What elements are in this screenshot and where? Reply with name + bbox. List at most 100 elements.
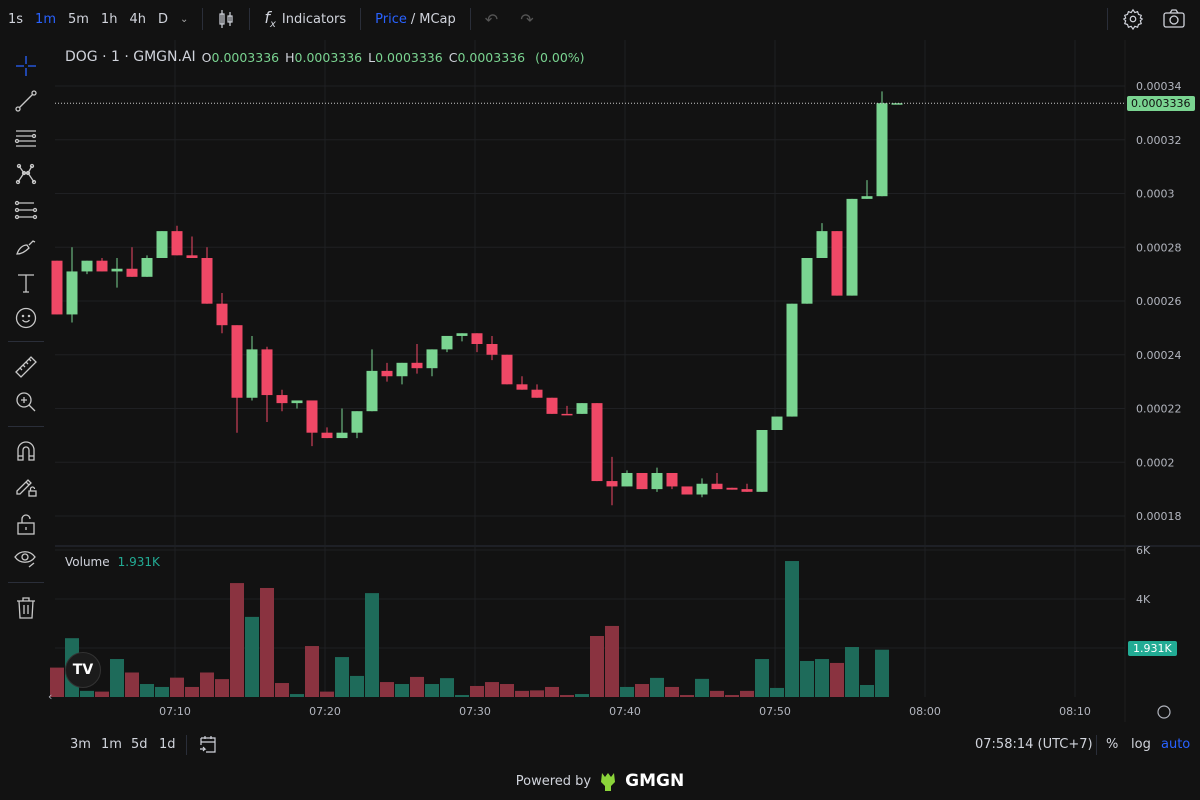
eye-icon <box>14 551 36 568</box>
volume-bar <box>710 690 724 697</box>
timeframe-1m[interactable]: 1m <box>35 11 56 27</box>
trend-line-tool[interactable] <box>12 87 40 115</box>
hide-tool[interactable] <box>12 544 40 572</box>
text-icon <box>18 274 34 293</box>
axis-settings-icon[interactable] <box>1157 705 1171 719</box>
undo-button[interactable]: ↶ <box>479 10 504 29</box>
volume-bar <box>125 672 139 697</box>
lock-tool[interactable] <box>12 510 40 538</box>
volume-bar <box>305 646 319 697</box>
volume-bar <box>695 678 709 697</box>
screenshot-button[interactable] <box>1156 8 1192 30</box>
mcap-option[interactable]: MCap <box>419 11 456 27</box>
magnet-tool[interactable] <box>12 437 40 465</box>
range-5d[interactable]: 5d <box>131 737 148 752</box>
time-tick-label: 08:00 <box>909 705 941 718</box>
emoji-tool[interactable] <box>12 304 40 332</box>
price-tick-label: 0.0003 <box>1136 188 1175 201</box>
text-tool[interactable] <box>12 269 40 297</box>
volume-bar <box>830 662 844 697</box>
chevron-down-icon[interactable]: ⌄ <box>179 13 189 25</box>
close-value: C0.0003336 <box>448 50 526 65</box>
auto-toggle[interactable]: auto <box>1161 737 1191 752</box>
volume-bar <box>200 672 214 697</box>
volume-bar <box>290 694 304 697</box>
price-tick-label: 0.00018 <box>1136 510 1182 523</box>
brush-tool[interactable] <box>12 232 40 260</box>
ruler-tool[interactable] <box>12 353 40 381</box>
horizontal-lines-tool[interactable] <box>12 124 40 152</box>
candle-type-button[interactable] <box>211 9 241 29</box>
candle-body <box>726 487 738 490</box>
axes: 0.00034 0.00032 0.0003 0.00028 0.00026 0.0002… <box>48 80 1182 719</box>
candle-body <box>351 411 363 433</box>
gmgn-brand[interactable]: GMGN <box>625 771 685 791</box>
timeframe-1s[interactable]: 1s <box>8 11 24 27</box>
go-to-date-button[interactable] <box>198 734 218 758</box>
volume-bar <box>425 684 439 697</box>
range-1m[interactable]: 1m <box>101 737 122 752</box>
candle-body <box>306 400 318 433</box>
crosshair-tool[interactable] <box>12 52 40 80</box>
timeframe-5m[interactable]: 5m <box>67 11 89 27</box>
volume-bar <box>680 695 694 697</box>
price-option[interactable]: Price <box>375 11 407 27</box>
calendar-icon <box>200 736 216 753</box>
range-3m[interactable]: 3m <box>70 737 91 752</box>
log-toggle[interactable]: log <box>1131 737 1151 752</box>
price-mcap-toggle[interactable]: Price / MCap <box>369 12 462 27</box>
clock[interactable]: 07:58:14 (UTC+7) <box>975 737 1093 752</box>
tradingview-logo[interactable]: TV <box>65 652 101 688</box>
price-tick-label: 0.00028 <box>1136 241 1182 254</box>
candle-body <box>606 481 618 487</box>
price-tick-label: 0.00034 <box>1136 80 1182 93</box>
lock-drawings-tool[interactable] <box>12 472 40 500</box>
settings-button[interactable] <box>1116 8 1150 30</box>
price-tick-label: 0.00026 <box>1136 295 1182 308</box>
divider <box>8 582 44 583</box>
candle-body <box>741 489 753 492</box>
divider <box>202 8 204 30</box>
timeframe-1h[interactable]: 1h <box>100 11 118 27</box>
time-tick-label: 07:30 <box>459 705 491 718</box>
volume-bar <box>260 587 274 697</box>
volume-bar <box>80 690 94 697</box>
volume-bar <box>95 691 109 697</box>
price-tick-label: 0.0002 <box>1136 456 1175 469</box>
volume-bar <box>470 685 484 697</box>
volume-bar <box>515 690 529 697</box>
volume-bar <box>860 684 874 697</box>
candlestick-icon <box>219 10 233 28</box>
timeframe-4h[interactable]: 4h <box>129 11 146 27</box>
candle-body <box>516 384 528 390</box>
candle-body <box>891 103 903 105</box>
delete-tool[interactable] <box>12 594 40 622</box>
fib-tool[interactable] <box>12 196 40 224</box>
volume-bar <box>800 660 814 697</box>
zoom-in-tool[interactable] <box>12 388 40 416</box>
volume-bar <box>275 683 289 697</box>
volume-bar <box>320 691 334 697</box>
candle-body <box>171 231 183 256</box>
volume-bar <box>140 684 154 697</box>
redo-button[interactable]: ↷ <box>514 10 539 29</box>
timeframe-d[interactable]: D <box>157 11 168 27</box>
volume-bar <box>530 690 544 697</box>
candle-body <box>246 349 258 398</box>
candle-body <box>276 395 288 404</box>
volume-bar <box>215 679 229 697</box>
pattern-tool[interactable] <box>12 160 40 188</box>
candle-body <box>816 231 828 258</box>
symbol-title[interactable]: DOG · 1 · GMGN.AI <box>65 49 196 65</box>
volume-label: Volume <box>65 555 110 569</box>
indicators-button[interactable]: fx Indicators <box>258 8 352 30</box>
range-1d[interactable]: 1d <box>159 737 176 752</box>
divider <box>360 8 362 30</box>
volume-bar <box>575 694 589 697</box>
time-tick-label: 07:50 <box>759 705 791 718</box>
volume-bar <box>380 682 394 697</box>
last-volume-tag: 1.931K <box>1128 641 1177 656</box>
divider <box>8 426 44 427</box>
percent-toggle[interactable]: % <box>1106 737 1119 752</box>
